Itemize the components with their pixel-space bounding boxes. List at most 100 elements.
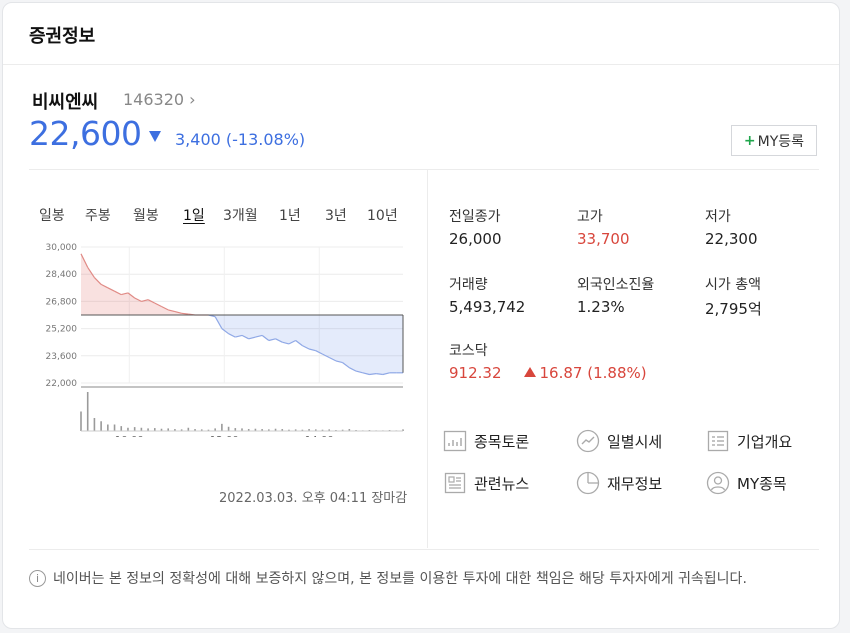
stat-label: 고가 [577,209,603,225]
stat-low: 저가 22,300 [705,206,825,248]
price-line-segment [114,290,122,296]
volume-bar [328,429,331,431]
stock-code: 146320 [123,90,185,109]
plus-icon: + [743,132,756,149]
price-line-segment [107,287,115,292]
stock-name[interactable]: 비씨엔씨 [32,92,99,113]
tab-weekly[interactable]: 주봉 [85,208,111,224]
volume-bar [281,429,284,431]
y-tick-label: 23,600 [46,352,78,362]
link-my-stocks[interactable]: MY종목 [706,469,787,497]
price-line-segment [161,305,169,311]
volume-bar [234,428,237,431]
price-line-segment [282,341,290,345]
volume-bar [153,428,156,431]
chevron-right-icon: › [189,90,196,109]
tab-daily[interactable]: 일봉 [39,208,65,224]
stock-code-link[interactable]: 146320 › [123,90,196,109]
current-price: 22,600 [29,114,142,153]
price-line-segment [322,353,330,359]
volume-bar [187,427,190,431]
disclaimer-text: 네이버는 본 정보의 정확성에 대해 보증하지 않으며, 본 정보를 이용한 투… [53,571,747,587]
stat-label: 저가 [705,209,731,225]
stat-value: 33,700 [577,230,630,248]
divider [29,549,819,550]
volume-bar [194,429,196,431]
kosdaq-index: 912.32 [449,364,502,382]
volume-bar [113,424,116,431]
chart-timestamp: 2022.03.03. 오후 04:11 장마감 [219,491,408,506]
volume-bar [321,429,324,431]
link-label: MY종목 [737,474,787,493]
price-line-segment [302,345,310,350]
stat-label: 거래량 [449,277,488,293]
tab-1year[interactable]: 1년 [279,208,301,224]
disclaimer: i 네이버는 본 정보의 정확성에 대해 보증하지 않으며, 본 정보를 이용한… [29,569,819,589]
price-line-segment [342,362,350,369]
volume-bar [227,426,230,431]
area-up [81,253,403,315]
volume-bar [180,429,183,431]
tab-monthly[interactable]: 월봉 [133,208,159,224]
volume-bar [80,411,82,431]
y-tick-label: 28,400 [46,270,78,280]
stat-value: 5,493,742 [449,298,526,316]
price-line-segment [308,348,316,352]
tab-3month[interactable]: 3개월 [223,208,258,224]
link-company-overview[interactable]: 기업개요 [706,427,792,455]
price-line-segment [376,373,383,376]
volume-bar [120,426,123,431]
volume-bar [254,428,257,431]
price-line-segment [355,370,363,374]
stat-value: 22,300 [705,230,758,248]
pie-chart-icon [576,471,600,495]
tab-1day[interactable]: 1일 [183,208,205,224]
price-line-segment [93,277,102,285]
volume-bar [207,429,210,431]
down-triangle-icon [149,131,161,142]
y-tick-label: 30,000 [46,243,78,253]
price-line-segment [315,350,323,355]
divider [29,169,819,170]
stat-label: 코스닥 [449,343,488,359]
tab-10year[interactable]: 10년 [367,208,398,224]
my-register-button[interactable]: + MY등록 [731,125,817,156]
price-line-segment [248,336,256,340]
y-tick-label: 26,800 [46,297,78,307]
link-label: 일별시세 [607,432,663,451]
stat-value: 26,000 [449,230,502,248]
stat-label: 시가 총액 [705,277,761,293]
volume-bar [314,429,317,431]
stat-high: 고가 33,700 [577,206,697,248]
chart-svg: 30,000 28,400 26,800 25,200 23,600 22,000 10:0… [46,243,404,437]
volume-bar [174,429,176,431]
link-daily-price[interactable]: 일별시세 [576,427,662,455]
volume-bar [402,429,404,431]
link-label: 기업개요 [737,432,793,451]
price-line-segment [127,292,136,299]
link-discussion[interactable]: 종목토론 [443,427,529,455]
price-line-segment [382,372,390,376]
y-tick-label: 22,000 [46,379,78,389]
volume-bar [221,423,223,431]
volume-bar [308,429,310,431]
intraday-chart[interactable]: 30,000 28,400 26,800 25,200 23,600 22,000 10:0… [33,237,413,437]
x-tick-label: 12:00 [210,435,239,437]
link-related-news[interactable]: 관련뉴스 [443,469,529,497]
price-line-segment [255,334,263,338]
price-line-segment [228,333,236,338]
up-triangle-icon [523,367,536,377]
link-financials[interactable]: 재무정보 [576,469,662,497]
volume-bar [214,428,216,431]
volume-bar [100,421,102,431]
tab-3year[interactable]: 3년 [325,208,347,224]
stat-volume: 거래량 5,493,742 [449,274,569,316]
trend-icon [576,429,600,453]
x-tick-label: 14:00 [305,435,334,437]
price-line-segment [261,334,270,341]
price-line-segment [335,360,343,364]
price-line-segment [141,299,149,302]
stat-kosdaq: 코스닥 912.32 16.87 (1.88%) [449,340,709,382]
price-line-segment [181,312,189,315]
stat-value: 2,795억 [705,300,762,318]
